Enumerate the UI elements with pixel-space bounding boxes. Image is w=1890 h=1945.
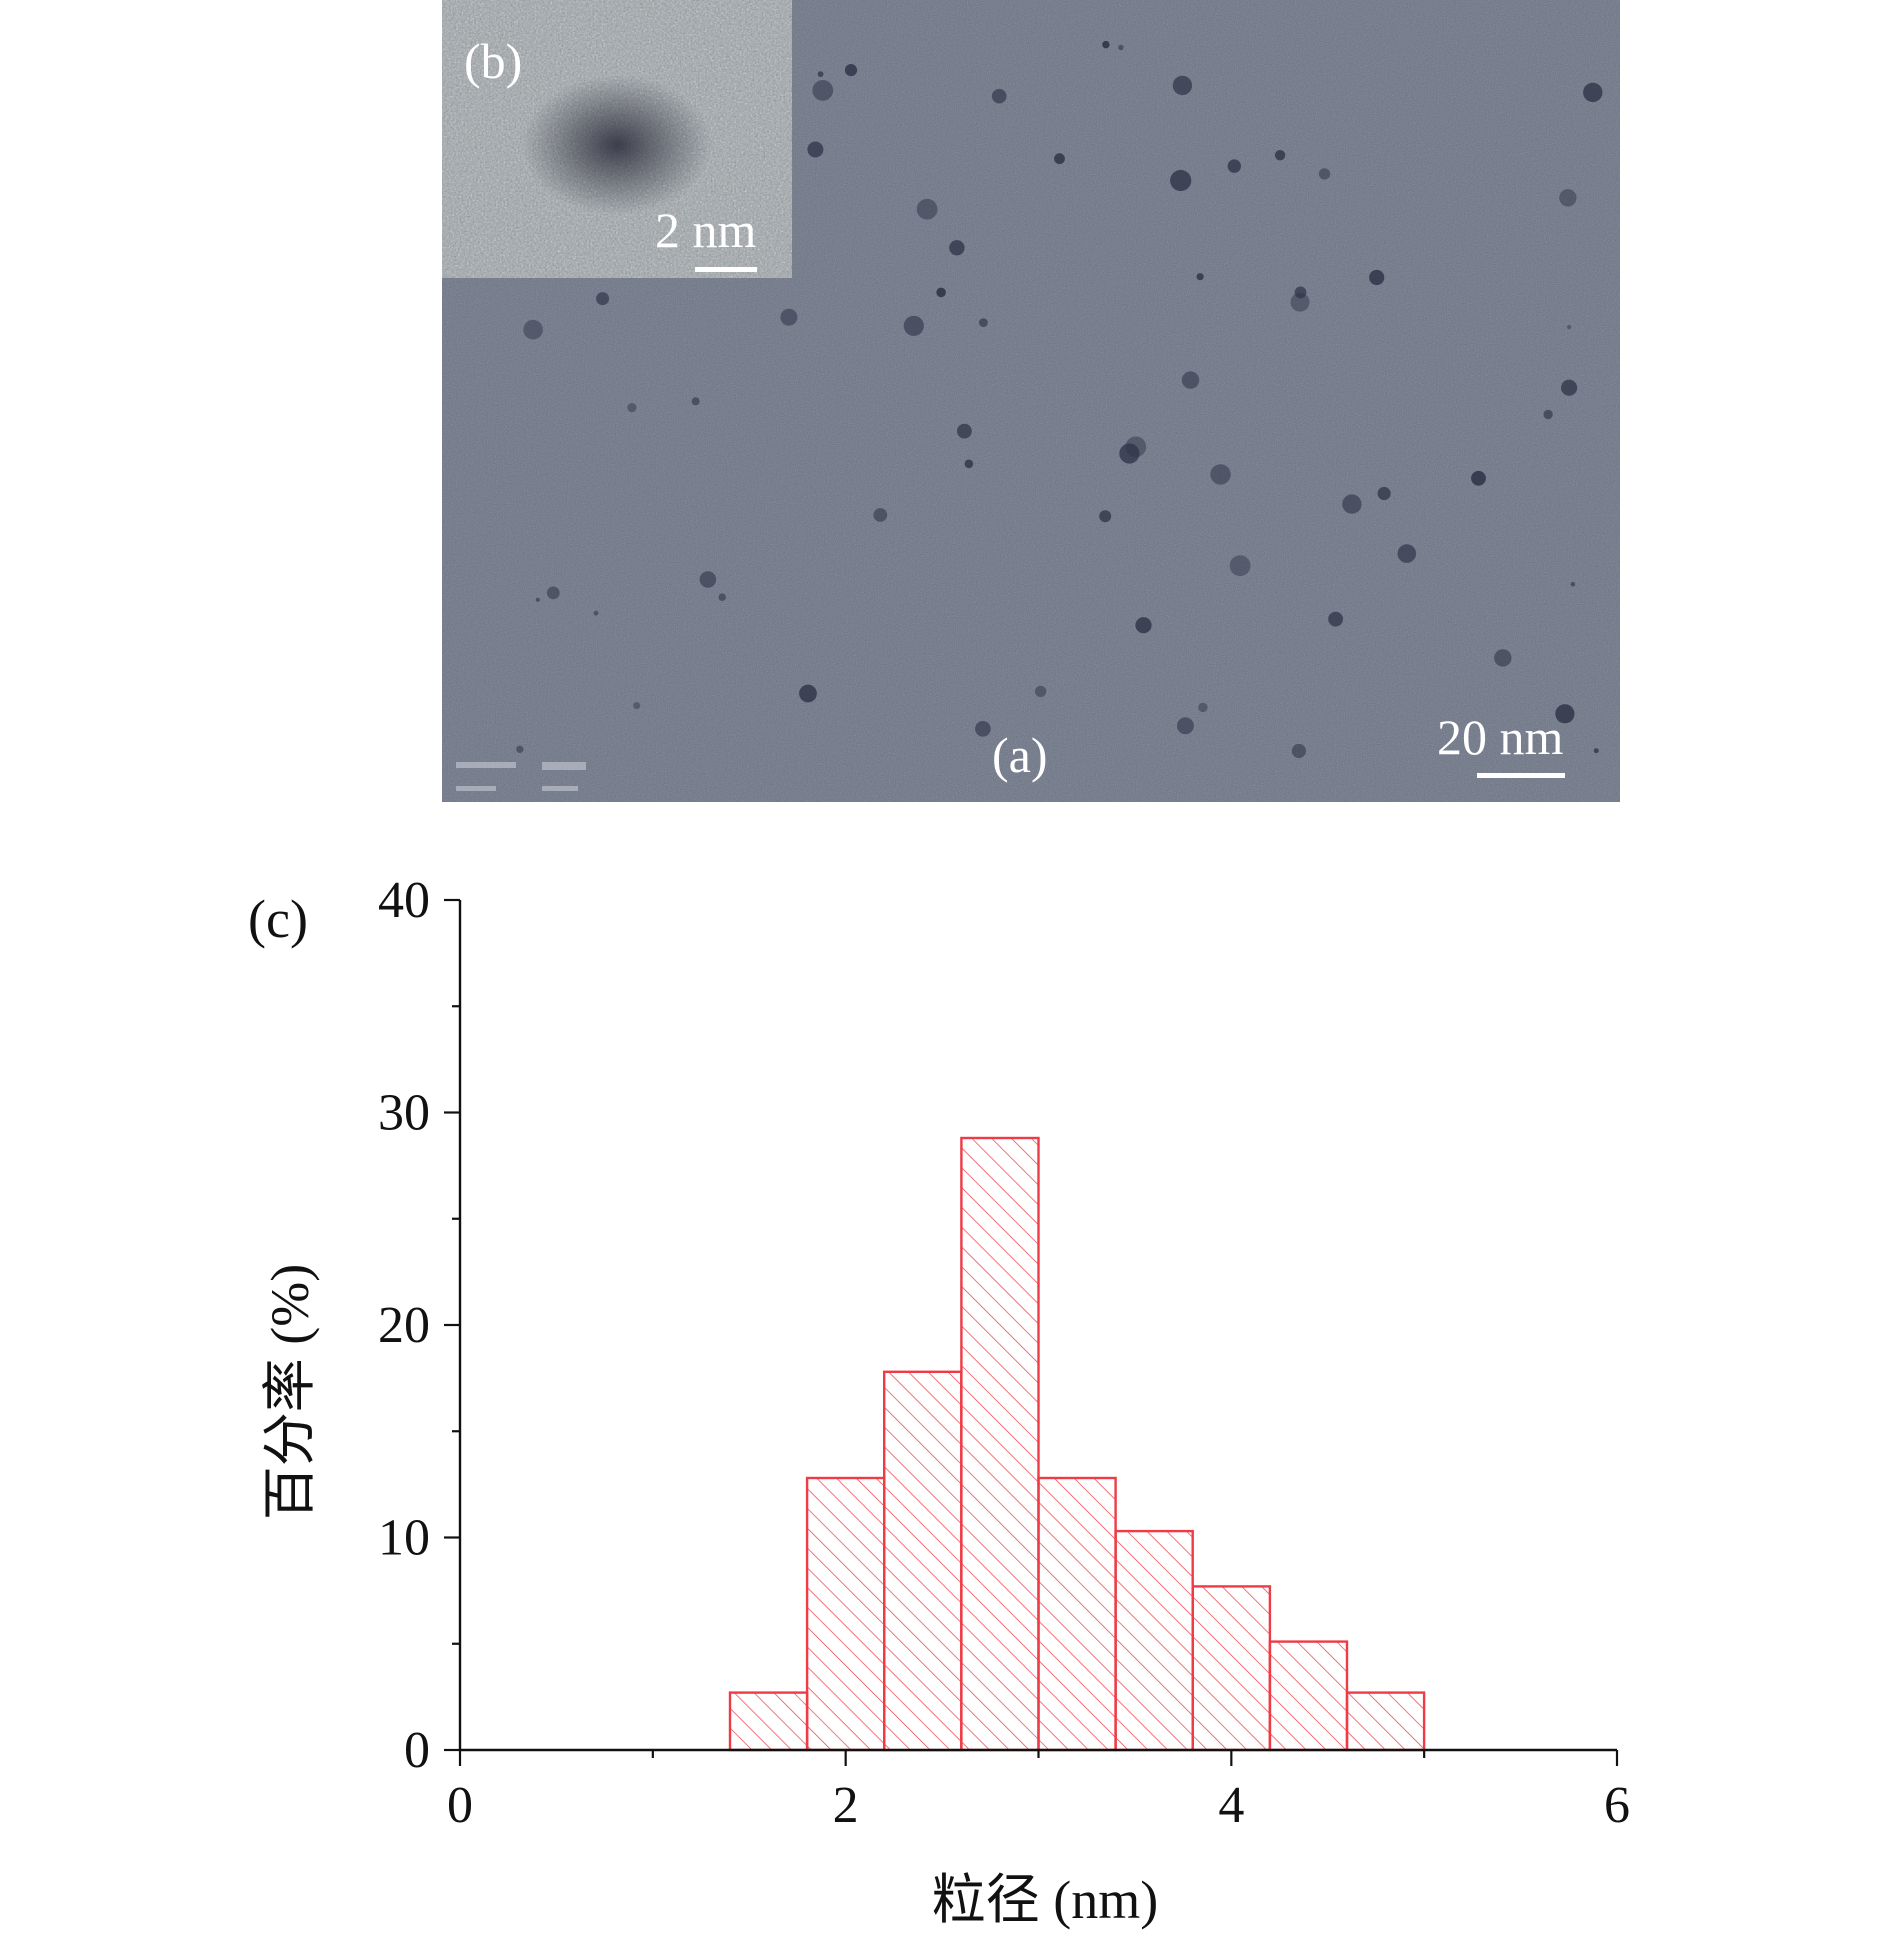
nanoparticle-dot bbox=[1119, 443, 1140, 464]
nanoparticle-dot bbox=[699, 571, 717, 588]
nanoparticle-dot bbox=[1494, 649, 1512, 667]
nanoparticle-dot bbox=[964, 459, 974, 469]
x-tick-label: 0 bbox=[447, 1777, 473, 1834]
nanoparticle-dot bbox=[1583, 82, 1603, 103]
y-tick-label: 30 bbox=[378, 1085, 430, 1142]
nanoparticle-dot bbox=[807, 141, 824, 158]
nanoparticle-dot bbox=[844, 64, 858, 77]
nanoparticle-dot bbox=[1227, 159, 1241, 173]
nanoparticle-dot bbox=[1291, 743, 1306, 759]
nanoparticle-dot bbox=[1181, 371, 1200, 389]
nanoparticle-dot bbox=[817, 71, 824, 77]
scale-label-main: 20 nm bbox=[1437, 709, 1564, 765]
nanoparticle-dot bbox=[1543, 409, 1553, 420]
nanoparticle-dot bbox=[1170, 169, 1192, 192]
histogram-bar bbox=[1037, 1476, 1117, 1752]
histogram-bar bbox=[1345, 1691, 1426, 1752]
nanoparticle-dot bbox=[979, 318, 988, 327]
x-tick-label: 4 bbox=[1218, 1777, 1244, 1834]
nanoparticle-dot bbox=[780, 308, 798, 326]
nanoparticle-dot bbox=[1274, 150, 1286, 161]
nanoparticle-dot bbox=[1102, 40, 1110, 49]
nanoparticle-dot bbox=[1196, 273, 1204, 281]
tem-image bbox=[442, 0, 1620, 802]
nanoparticle-dot bbox=[1198, 702, 1208, 713]
nanoparticle-dot bbox=[1397, 544, 1417, 563]
nanoparticle-dot bbox=[1210, 464, 1231, 485]
nanoparticle-dot bbox=[949, 240, 965, 256]
nanoparticle-dot bbox=[1290, 292, 1310, 312]
nanoparticle-dot bbox=[1570, 581, 1576, 587]
x-tick-label: 6 bbox=[1604, 1777, 1630, 1834]
scale-bar-main bbox=[1477, 773, 1565, 778]
nanoparticle-dot bbox=[903, 315, 924, 336]
y-tick-label: 0 bbox=[404, 1722, 430, 1779]
nanoparticle-dot bbox=[535, 597, 540, 602]
histogram-bars bbox=[728, 1136, 1426, 1752]
nanoparticle-dot bbox=[1567, 325, 1572, 330]
nanoparticle-dot bbox=[975, 721, 991, 737]
panel-label-a: (a) bbox=[992, 727, 1048, 783]
y-axis-label: 百分率 (%) bbox=[260, 1264, 320, 1520]
nanoparticle-dot bbox=[1328, 611, 1343, 627]
nanoparticle-dot bbox=[1176, 717, 1194, 735]
nanoparticle-dot bbox=[936, 287, 946, 298]
nanoparticle-dot bbox=[718, 593, 726, 601]
histogram-bar bbox=[883, 1370, 963, 1752]
nanoparticle-dot bbox=[1034, 685, 1047, 698]
nanoparticle-dot bbox=[1342, 494, 1362, 514]
histogram-bar bbox=[1191, 1585, 1272, 1752]
y-tick-label: 10 bbox=[378, 1510, 430, 1567]
particle-size-histogram: (c) 0 10 20 30 40 0 2 4 6 粒径 (nm) 百分率 (%) bbox=[248, 872, 1630, 1930]
x-axis-label: 粒径 (nm) bbox=[932, 1870, 1158, 1930]
scale-bar-inset bbox=[695, 267, 757, 272]
nanoparticle-dot bbox=[1135, 617, 1152, 634]
nanoparticle-dot bbox=[1369, 269, 1385, 286]
panel-label-c: (c) bbox=[248, 889, 308, 949]
nanoparticle-dot bbox=[1054, 153, 1065, 165]
x-tick-label: 2 bbox=[833, 1777, 859, 1834]
nanoparticle-dot bbox=[991, 88, 1007, 104]
nanoparticle-dot bbox=[1318, 168, 1331, 180]
nanoparticle-dot bbox=[1377, 486, 1391, 501]
nanoparticle-dot bbox=[1559, 189, 1577, 207]
y-axis-ticks: 0 10 20 30 40 bbox=[378, 872, 460, 1779]
histogram-bar bbox=[805, 1476, 886, 1752]
nanoparticle-dot bbox=[916, 198, 938, 220]
nanoparticle-dot bbox=[1118, 44, 1124, 51]
nanoparticle-dot bbox=[1294, 286, 1307, 299]
nanoparticle-dot bbox=[627, 403, 637, 413]
nanoparticle-dot bbox=[596, 292, 610, 306]
nanoparticle-dot bbox=[516, 745, 524, 753]
nanoparticle-dot bbox=[1099, 510, 1112, 523]
nanoparticle-dot bbox=[812, 80, 834, 101]
nanoparticle-dot bbox=[1471, 470, 1486, 486]
histogram-bar bbox=[960, 1136, 1040, 1752]
y-tick-label: 20 bbox=[378, 1297, 430, 1354]
histogram-bar bbox=[1114, 1529, 1194, 1752]
x-axis-ticks: 0 2 4 6 bbox=[447, 1750, 1630, 1834]
nanoparticle-dot bbox=[1172, 75, 1193, 96]
nanoparticle-dot bbox=[523, 319, 543, 340]
nanoparticle-dot bbox=[873, 508, 888, 522]
nanoparticle-dot bbox=[546, 586, 560, 600]
nanoparticle-dot bbox=[1229, 555, 1251, 576]
nanoparticle-dot bbox=[1593, 748, 1599, 754]
nanoparticle-dot bbox=[691, 397, 700, 406]
nanoparticle-dot bbox=[1555, 704, 1575, 724]
nanoparticle-dot bbox=[957, 423, 972, 439]
nanoparticle-dot bbox=[633, 702, 641, 710]
scale-label-inset: 2 nm bbox=[655, 202, 757, 258]
y-tick-label: 40 bbox=[378, 872, 430, 929]
histogram-bar bbox=[728, 1691, 809, 1752]
nanoparticle-dot bbox=[799, 684, 817, 703]
hrtem-inset bbox=[442, 0, 792, 278]
panel-label-b: (b) bbox=[464, 33, 523, 89]
nanoparticle-dot bbox=[593, 610, 599, 616]
nanoparticle-dots bbox=[516, 40, 1603, 759]
instrument-imprint bbox=[456, 762, 586, 791]
nanoparticle-dot bbox=[1561, 379, 1578, 396]
histogram-bar bbox=[1268, 1640, 1349, 1752]
tem-micrograph: (b) 2 nm (a) 20 nm bbox=[442, 0, 1620, 802]
